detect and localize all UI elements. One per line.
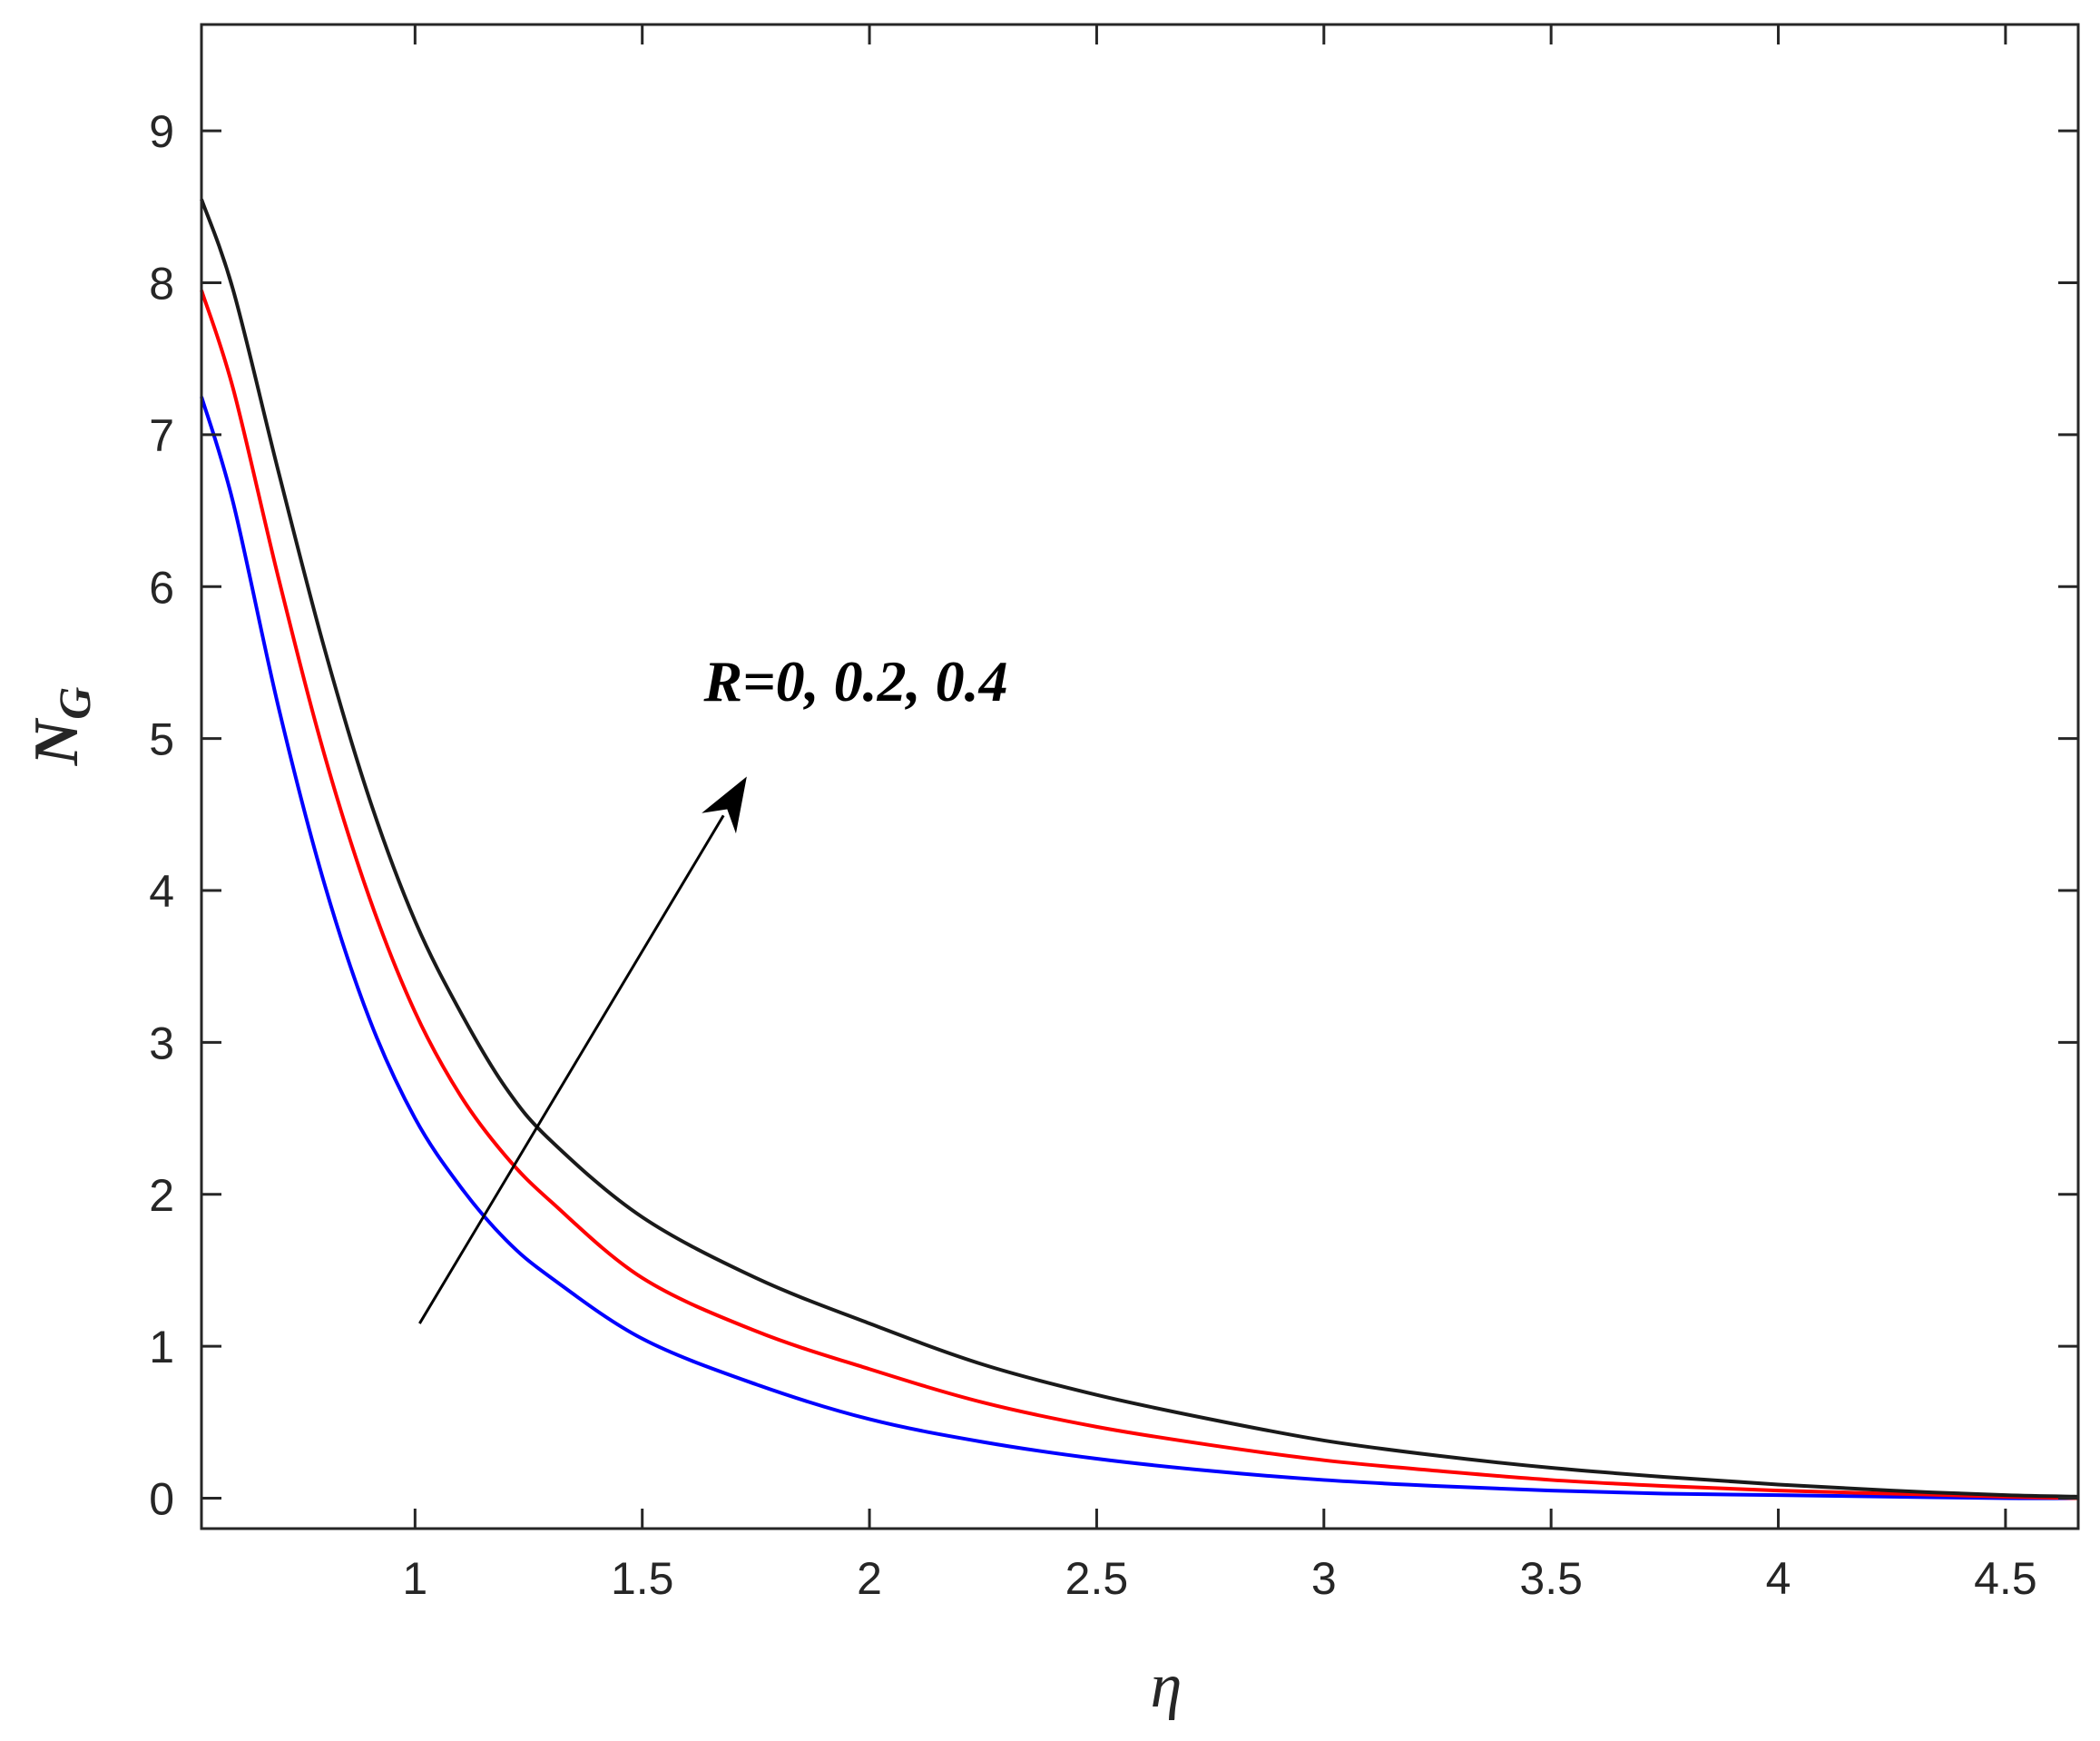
series-layer bbox=[200, 198, 2079, 1500]
y-tick-label: 9 bbox=[149, 106, 174, 157]
y-tick-label: 4 bbox=[149, 866, 174, 917]
plot-frame bbox=[200, 23, 2080, 1530]
arrow-head bbox=[702, 776, 747, 834]
x-tick-label: 3.5 bbox=[1519, 1553, 1583, 1604]
y-tick-label: 8 bbox=[149, 259, 174, 310]
x-tick-label: 2.5 bbox=[1065, 1553, 1129, 1604]
series-line-2 bbox=[200, 198, 2079, 1499]
x-tick-label: 1.5 bbox=[611, 1553, 674, 1604]
annotation-arrow bbox=[418, 776, 747, 1324]
x-axis-label: η bbox=[1151, 1651, 1182, 1721]
y-tick-label: 3 bbox=[149, 1018, 174, 1068]
svg-text:NG: NG bbox=[22, 687, 100, 767]
annotation-label: R=0, 0.2, 0.4 bbox=[702, 649, 1007, 713]
y-tick-label: 2 bbox=[149, 1170, 174, 1221]
y-tick-label: 5 bbox=[149, 714, 174, 765]
plot-background bbox=[201, 25, 2078, 1529]
series-line-0 bbox=[200, 396, 2079, 1500]
y-axis-label-subscript: G bbox=[49, 687, 100, 720]
x-tick-label: 1 bbox=[402, 1553, 427, 1604]
y-axis-label: NG bbox=[22, 687, 100, 767]
y-tick-label: 1 bbox=[149, 1322, 174, 1372]
y-tick-label: 0 bbox=[149, 1474, 174, 1525]
ticks-layer: 1 1.5 2 2.5 3 3.5 4 4.5 0 1 2 3 4 5 6 7 8 9 bbox=[149, 25, 2078, 1604]
y-axis-label-main: N bbox=[22, 717, 92, 766]
x-tick-label: 3 bbox=[1311, 1553, 1337, 1604]
arrow-shaft bbox=[418, 814, 725, 1324]
x-tick-label: 4.5 bbox=[1974, 1553, 2037, 1604]
y-tick-label: 7 bbox=[149, 410, 174, 461]
x-tick-label: 4 bbox=[1766, 1553, 1791, 1604]
y-tick-label: 6 bbox=[149, 562, 174, 613]
series-line-1 bbox=[200, 290, 2079, 1500]
x-tick-label: 2 bbox=[857, 1553, 882, 1604]
